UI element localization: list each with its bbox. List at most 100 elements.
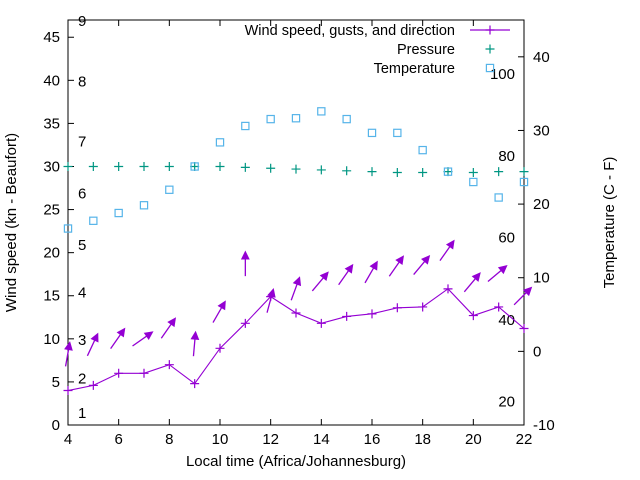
fahrenheit-label: 40	[498, 312, 515, 329]
wind-direction-arrow	[311, 271, 329, 292]
gust-head	[64, 341, 73, 351]
pressure-point	[266, 163, 276, 173]
wind-direction-arrow	[132, 331, 154, 347]
beaufort-label: 4	[78, 284, 86, 301]
gust-head	[522, 286, 533, 297]
wind-direction-arrow	[86, 332, 99, 357]
wind-direction-arrow	[487, 265, 508, 282]
y2-axis-title: Temperature (C - F)	[601, 157, 618, 289]
gust-head	[344, 263, 354, 274]
temperature-point	[494, 193, 503, 202]
legend-label: Wind speed, gusts, and direction	[245, 23, 455, 39]
wind-speed-point	[63, 386, 73, 396]
pressure-point	[494, 167, 504, 177]
axis-labels-layer: 4 6 8 10 12 14 16 18 20 22051015202530354045-1001…	[43, 29, 554, 448]
x-tick-label: 6	[114, 431, 122, 448]
pressure-point	[316, 165, 326, 175]
gust-head	[116, 327, 126, 338]
pressure-point	[392, 168, 402, 178]
y-tick-label: 25	[43, 202, 60, 219]
wind-direction-arrow	[160, 317, 177, 339]
pressure-point	[519, 167, 529, 177]
y-tick-label: 45	[43, 29, 60, 46]
temperature-point	[443, 167, 453, 176]
y2-tick-label: 20	[533, 196, 550, 213]
wind-speed-point	[443, 284, 453, 294]
plot-border	[67, 19, 525, 426]
y-tick-label: 20	[43, 245, 60, 262]
beaufort-label: 7	[78, 134, 86, 151]
y-tick-label: 40	[43, 72, 60, 89]
gust-head	[143, 331, 154, 341]
wind-speed-point	[494, 302, 504, 312]
temperature-point	[114, 208, 123, 218]
pressure-point	[240, 162, 250, 172]
pressure-point	[164, 161, 174, 171]
wind-direction-arrow	[513, 286, 533, 306]
wind-direction-arrow	[240, 250, 250, 277]
beaufort-label: 9	[78, 13, 86, 30]
legend: Wind speed, gusts, and direction Pressure…	[245, 23, 510, 77]
pressure-point	[63, 161, 73, 171]
temperature-point	[63, 224, 73, 233]
wind-direction-arrow	[190, 330, 200, 357]
gust-head	[90, 332, 99, 343]
gust-head	[319, 271, 329, 281]
temperature-point	[519, 177, 529, 187]
gust-head	[292, 276, 302, 287]
temperature-point	[393, 128, 402, 138]
legend-label: Pressure	[397, 42, 455, 58]
gust-head	[369, 260, 378, 271]
wind-speed-point	[139, 368, 149, 378]
beaufort-label: 8	[78, 73, 86, 90]
temperature-point	[266, 114, 275, 124]
y2-tick-label: 40	[533, 49, 550, 66]
wind-speed-point	[190, 379, 200, 389]
beaufort-label: 3	[78, 332, 86, 349]
wind-speed-point	[367, 309, 377, 319]
x-tick-label: 18	[414, 431, 431, 448]
wind-speed-point	[114, 368, 124, 378]
wind-direction-arrow	[388, 255, 405, 277]
wind-direction-arrow	[212, 300, 226, 323]
legend-item-1: Wind speed, gusts, and direction	[245, 23, 510, 39]
pressure-point	[367, 167, 377, 177]
wind-speed-point	[316, 318, 326, 328]
x-tick-label: 10	[212, 431, 229, 448]
temperature-point	[241, 121, 250, 131]
temperature-point	[215, 138, 225, 147]
legend-item-2: Pressure	[397, 42, 495, 58]
wind-speed-point	[418, 302, 428, 312]
gust-head	[190, 330, 200, 340]
beaufort-label: 6	[78, 185, 86, 202]
x-tick-label: 12	[262, 431, 279, 448]
pressure-point	[215, 161, 225, 171]
wind-direction-arrow	[413, 254, 431, 276]
pressure-point	[418, 168, 428, 178]
x-tick-label: 20	[465, 431, 482, 448]
temperature-point	[367, 128, 377, 138]
wind-direction-arrow	[439, 239, 455, 262]
series-1	[63, 284, 529, 396]
temperature-point	[190, 162, 199, 171]
wind-speed-line	[67, 288, 525, 392]
x-tick-label: 16	[364, 431, 381, 448]
wind-speed-point	[240, 318, 250, 328]
gust-head	[471, 272, 481, 282]
wind-speed-point	[164, 360, 174, 370]
y2-tick-label: 10	[533, 270, 550, 287]
wind-direction-arrow	[64, 341, 73, 367]
y-tick-label: 30	[43, 158, 60, 175]
wind-speed-point	[88, 380, 98, 390]
beaufort-label: 5	[78, 237, 86, 254]
x-tick-label: 14	[313, 431, 330, 448]
plot-frame	[67, 19, 525, 426]
wind-speed-point	[215, 343, 225, 353]
wind-speed-point	[291, 308, 301, 318]
temperature-point	[418, 145, 427, 155]
x-tick-label: 4	[64, 431, 72, 448]
wind-speed-point	[392, 303, 402, 313]
gust-head	[217, 300, 226, 311]
